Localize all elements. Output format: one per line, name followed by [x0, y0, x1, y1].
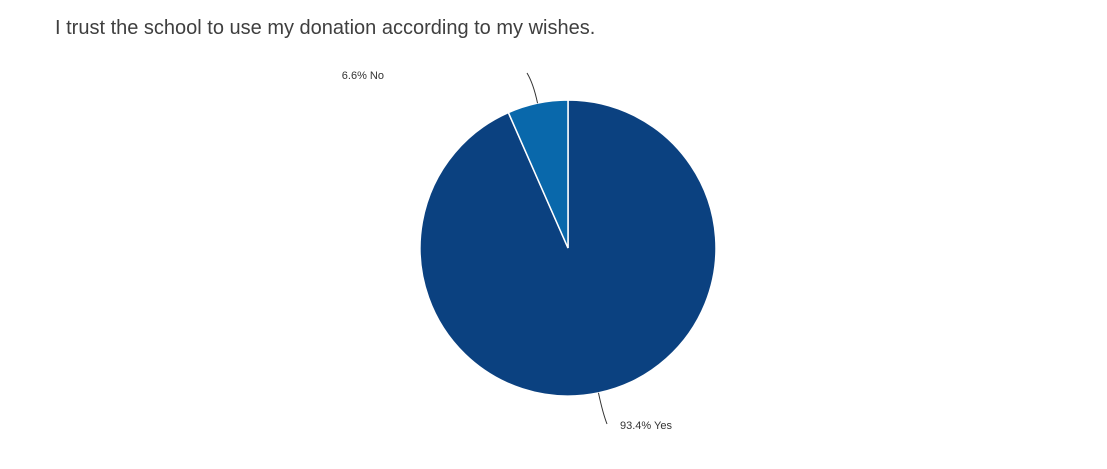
- pie-label-no: 6.6% No: [342, 70, 384, 82]
- leader-line-yes: [597, 392, 608, 425]
- pie-slice-yes: [419, 99, 717, 397]
- pie-label-yes: 93.4% Yes: [620, 420, 672, 432]
- leader-line-no: [526, 72, 539, 104]
- chart-title: I trust the school to use my donation ac…: [55, 17, 596, 39]
- pie-labels: 93.4% Yes 6.6% No: [342, 70, 673, 432]
- pie-slices: [419, 99, 717, 397]
- pie-leader-lines: [526, 72, 608, 425]
- pie-slice-no: [507, 99, 569, 249]
